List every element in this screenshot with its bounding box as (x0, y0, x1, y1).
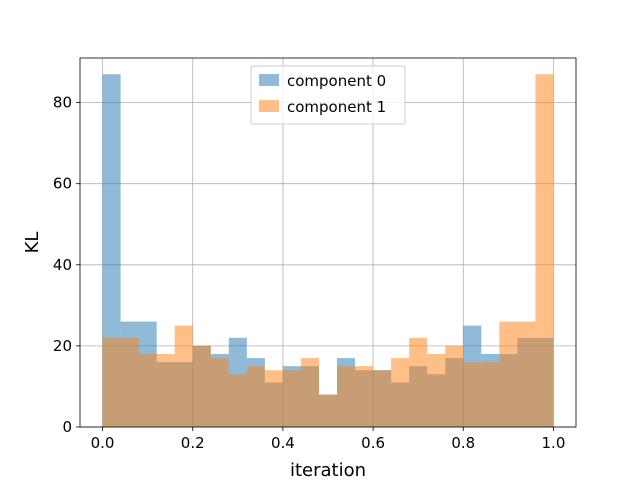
bar-component-1 (318, 394, 338, 427)
bar-component-1 (409, 337, 428, 427)
x-tick-label: 0.0 (91, 434, 115, 452)
bar-component-1 (138, 354, 157, 427)
legend-label-component-1: component 1 (287, 98, 386, 116)
x-tick-label: 0.2 (181, 434, 205, 452)
bar-component-1 (337, 366, 356, 427)
y-tick-label: 20 (53, 337, 72, 355)
x-tick-label: 0.8 (451, 434, 475, 452)
y-tick-label: 40 (53, 256, 72, 274)
x-tick-label: 0.4 (271, 434, 295, 452)
bar-component-1 (427, 354, 446, 427)
x-axis-ticks: 0.0 0.2 0.4 0.6 0.8 1.0 (91, 427, 566, 452)
bar-component-1 (445, 345, 464, 427)
legend-swatch-component-1 (259, 100, 279, 112)
plot-frame (79, 57, 577, 428)
y-tick-label: 0 (62, 418, 72, 436)
bar-component-1 (373, 370, 392, 427)
bar-component-1 (535, 74, 554, 427)
bar-component-1 (300, 358, 319, 427)
bar-component-1 (499, 321, 518, 427)
legend-label-component-0: component 0 (287, 72, 386, 90)
series-component-1 (102, 74, 554, 427)
bar-component-1 (210, 358, 229, 427)
bar-component-1 (246, 366, 265, 427)
bar-component-1 (355, 366, 374, 427)
bar-component-1 (463, 362, 482, 427)
legend-swatch-component-0 (259, 74, 279, 86)
y-axis-ticks: 0 20 40 60 80 (53, 94, 80, 436)
y-tick-label: 80 (53, 94, 72, 112)
y-tick-label: 60 (53, 175, 72, 193)
x-tick-label: 0.6 (361, 434, 385, 452)
y-axis-label: KL (22, 232, 43, 254)
bar-component-1 (102, 337, 121, 427)
bar-component-1 (264, 370, 283, 427)
bar-component-1 (282, 370, 301, 427)
histogram-bars (102, 74, 554, 427)
bar-component-1 (391, 358, 410, 427)
bar-component-1 (156, 354, 175, 427)
x-axis-label: iteration (290, 460, 366, 480)
bar-component-1 (517, 321, 536, 427)
bar-component-1 (228, 374, 247, 427)
legend-box (250, 65, 406, 125)
x-tick-label: 1.0 (542, 434, 566, 452)
bar-component-1 (192, 345, 211, 427)
bar-component-1 (174, 325, 193, 427)
bar-component-1 (120, 337, 139, 427)
bar-component-1 (481, 362, 500, 427)
legend: component 0 component 1 (250, 65, 406, 125)
